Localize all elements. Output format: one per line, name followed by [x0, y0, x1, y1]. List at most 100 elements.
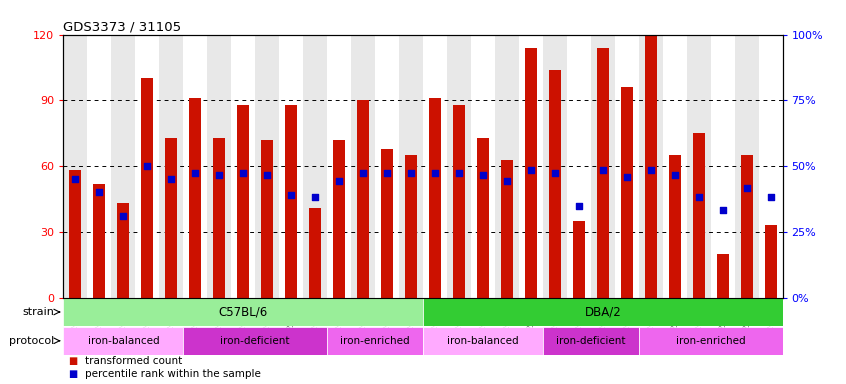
Bar: [711, 35, 734, 298]
Point: [284, 192, 298, 198]
Bar: [668, 155, 681, 298]
Point: [189, 170, 202, 176]
Text: C57BL/6: C57BL/6: [218, 306, 268, 318]
Bar: [645, 35, 656, 298]
Bar: [112, 35, 135, 298]
Point: [452, 170, 465, 176]
Bar: [279, 35, 303, 298]
Bar: [639, 35, 662, 298]
Bar: [255, 35, 279, 298]
Text: ■: ■: [68, 356, 77, 366]
Bar: [135, 35, 159, 298]
Bar: [333, 140, 345, 298]
Bar: [190, 98, 201, 298]
Text: transformed count: transformed count: [85, 356, 182, 366]
Bar: [118, 204, 129, 298]
Point: [140, 163, 154, 169]
Bar: [184, 35, 207, 298]
Point: [667, 172, 681, 178]
Point: [548, 170, 562, 176]
Bar: [184, 327, 327, 355]
Bar: [471, 35, 495, 298]
Bar: [765, 225, 777, 298]
Bar: [375, 35, 399, 298]
Bar: [759, 35, 783, 298]
Bar: [734, 35, 759, 298]
Bar: [303, 35, 327, 298]
Bar: [477, 137, 489, 298]
Text: percentile rank within the sample: percentile rank within the sample: [85, 369, 261, 379]
Text: GDS3373 / 31105: GDS3373 / 31105: [63, 20, 182, 33]
Bar: [549, 70, 561, 298]
Bar: [237, 105, 250, 298]
Bar: [327, 327, 423, 355]
Bar: [87, 35, 112, 298]
Text: protocol: protocol: [8, 336, 54, 346]
Bar: [687, 35, 711, 298]
Point: [644, 167, 657, 174]
Bar: [423, 35, 447, 298]
Bar: [567, 35, 591, 298]
Bar: [596, 48, 609, 298]
Bar: [159, 35, 184, 298]
Text: iron-balanced: iron-balanced: [88, 336, 159, 346]
Bar: [357, 100, 369, 298]
Point: [739, 185, 753, 191]
Bar: [693, 133, 705, 298]
Point: [404, 170, 418, 176]
Bar: [141, 78, 153, 298]
Bar: [405, 155, 417, 298]
Point: [764, 194, 777, 200]
Bar: [591, 35, 615, 298]
Point: [261, 172, 274, 178]
Point: [308, 194, 321, 200]
Bar: [495, 35, 519, 298]
Point: [596, 167, 609, 174]
Point: [428, 170, 442, 176]
Bar: [525, 48, 537, 298]
Text: iron-deficient: iron-deficient: [221, 336, 290, 346]
Point: [716, 207, 729, 213]
Point: [69, 176, 82, 182]
Bar: [501, 159, 513, 298]
Bar: [543, 327, 639, 355]
Bar: [453, 105, 465, 298]
Bar: [399, 35, 423, 298]
Point: [476, 172, 490, 178]
Bar: [327, 35, 351, 298]
Bar: [63, 298, 423, 326]
Bar: [662, 35, 687, 298]
Point: [524, 167, 537, 174]
Bar: [429, 98, 441, 298]
Bar: [543, 35, 567, 298]
Text: strain: strain: [22, 307, 54, 317]
Bar: [351, 35, 375, 298]
Bar: [285, 105, 297, 298]
Bar: [381, 149, 393, 298]
Bar: [261, 140, 273, 298]
Bar: [740, 155, 753, 298]
Point: [620, 174, 634, 180]
Text: ■: ■: [68, 369, 77, 379]
Point: [500, 178, 514, 184]
Bar: [573, 221, 585, 298]
Point: [356, 170, 370, 176]
Bar: [519, 35, 543, 298]
Bar: [165, 137, 178, 298]
Text: DBA/2: DBA/2: [585, 306, 621, 318]
Text: iron-enriched: iron-enriched: [340, 336, 409, 346]
Text: iron-deficient: iron-deficient: [556, 336, 625, 346]
Bar: [63, 327, 184, 355]
Text: iron-enriched: iron-enriched: [676, 336, 745, 346]
Point: [164, 176, 178, 182]
Bar: [423, 298, 783, 326]
Bar: [615, 35, 639, 298]
Point: [380, 170, 393, 176]
Point: [117, 214, 130, 220]
Bar: [69, 170, 81, 298]
Point: [332, 178, 346, 184]
Bar: [231, 35, 255, 298]
Text: iron-balanced: iron-balanced: [448, 336, 519, 346]
Bar: [423, 327, 543, 355]
Bar: [447, 35, 471, 298]
